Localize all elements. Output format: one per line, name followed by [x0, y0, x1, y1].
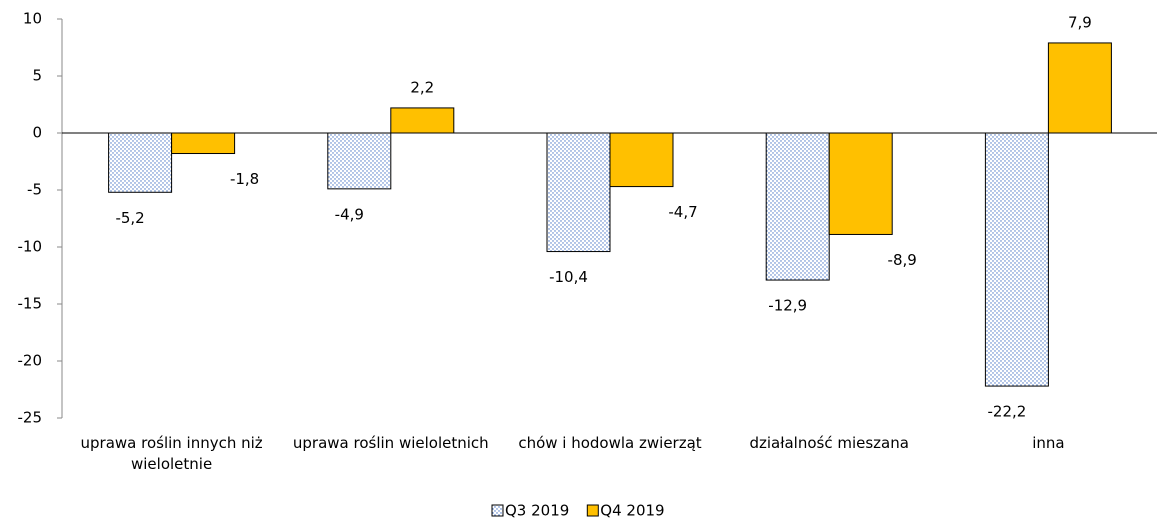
y-tick-label: 10	[23, 10, 42, 28]
x-tick-label: działalność mieszana	[749, 434, 909, 452]
y-tick-label: -25	[18, 409, 43, 427]
legend-swatch	[491, 504, 504, 517]
data-label: 2,2	[410, 78, 434, 96]
bar	[765, 132, 830, 281]
data-label: -10,4	[549, 268, 588, 286]
data-label: -4,7	[668, 203, 697, 221]
bar	[984, 132, 1049, 387]
bar	[108, 132, 173, 193]
data-label: -4,9	[335, 205, 364, 223]
x-tick-label: uprawa roślin innych niż wieloletnie	[80, 434, 263, 473]
y-tick-label: 0	[32, 124, 42, 142]
data-label: -12,9	[768, 297, 807, 315]
bar	[546, 132, 611, 253]
y-tick-label: -20	[18, 352, 43, 370]
data-label: 7,9	[1068, 13, 1092, 31]
bar	[828, 132, 893, 235]
legend-label: Q3 2019	[505, 502, 569, 520]
y-tick-label: -5	[27, 181, 42, 199]
bar	[327, 132, 392, 190]
data-label: -5,2	[115, 209, 144, 227]
y-tick-label: 5	[32, 67, 42, 85]
data-label: -8,9	[888, 251, 917, 269]
legend-swatch	[586, 504, 599, 517]
bar	[609, 132, 674, 188]
y-tick-label: -10	[18, 238, 43, 256]
legend-label: Q4 2019	[600, 502, 664, 520]
x-tick-label: chów i hodowla zwierząt	[518, 434, 702, 452]
bar	[390, 107, 455, 134]
bar	[1047, 42, 1112, 134]
data-label: -1,8	[230, 170, 259, 188]
bar	[171, 132, 236, 155]
data-label: -22,2	[987, 403, 1026, 421]
y-tick-label: -15	[18, 295, 43, 313]
x-tick-label: inna	[1032, 434, 1065, 452]
x-tick-label: uprawa roślin wieloletnich	[292, 434, 489, 452]
